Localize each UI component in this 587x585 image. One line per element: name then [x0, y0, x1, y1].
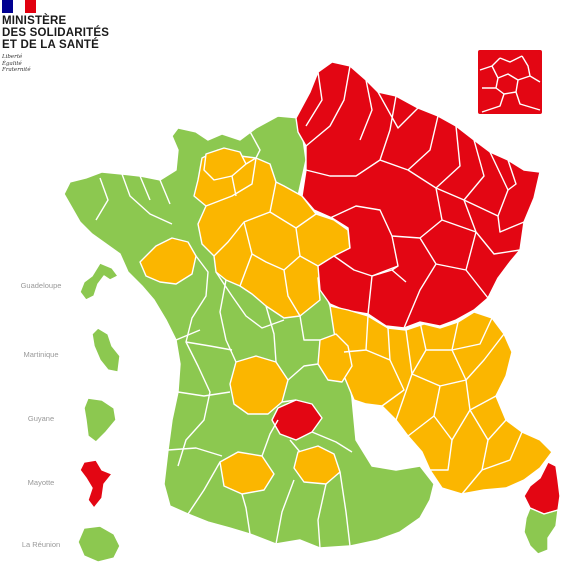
label-guyane: Guyane	[27, 414, 55, 423]
flag-red	[24, 0, 36, 13]
ministry-line-2: DES SOLIDARITÉS	[2, 27, 110, 39]
region-normandy-centre[interactable]	[193, 149, 351, 319]
corsica	[523, 461, 561, 555]
department-borders	[95, 65, 525, 549]
ministry-line-1: MINISTÈRE	[2, 15, 67, 27]
corsica-south-shape[interactable]	[523, 507, 559, 555]
motto-line-2: Égalité	[2, 60, 22, 67]
flag-blue	[2, 0, 14, 13]
department-aude[interactable]	[293, 445, 341, 485]
department-loire-atlantique[interactable]	[139, 237, 197, 285]
overseas-shapes	[77, 262, 121, 563]
region-south-east[interactable]	[329, 305, 553, 495]
label-mayotte: Mayotte	[27, 478, 55, 487]
department-rhone-area[interactable]	[317, 333, 353, 383]
republic-motto: Liberté Égalité Fraternité	[2, 54, 142, 74]
ministry-line-3: ET DE LA SANTÉ	[2, 39, 99, 51]
la-reunion-shape[interactable]	[77, 525, 121, 563]
french-flag-icon	[2, 0, 36, 13]
guadeloupe-shape[interactable]	[79, 262, 119, 301]
department-dordogne[interactable]	[229, 355, 289, 415]
ministry-name: MINISTÈRE DES SOLIDARITÉS ET DE LA SANTÉ	[2, 15, 142, 51]
ministry-logo: MINISTÈRE DES SOLIDARITÉS ET DE LA SANTÉ…	[2, 0, 142, 74]
department-gers[interactable]	[219, 451, 275, 495]
label-la-reunion: La Réunion	[21, 540, 61, 549]
motto-line-3: Fraternité	[2, 67, 31, 73]
motto-line-1: Liberté	[2, 54, 23, 60]
ile-de-france-inset	[478, 50, 542, 114]
martinique-shape[interactable]	[91, 327, 121, 373]
department-nord-normandy[interactable]	[203, 147, 247, 181]
inset-box[interactable]	[478, 50, 542, 114]
flag-white	[13, 0, 25, 13]
label-martinique: Martinique	[23, 350, 59, 359]
mayotte-shape[interactable]	[79, 459, 113, 509]
mainland-france	[63, 61, 553, 549]
inset-borders	[479, 55, 541, 113]
guyane-shape[interactable]	[83, 397, 117, 443]
label-guadeloupe: Guadeloupe	[20, 281, 62, 290]
